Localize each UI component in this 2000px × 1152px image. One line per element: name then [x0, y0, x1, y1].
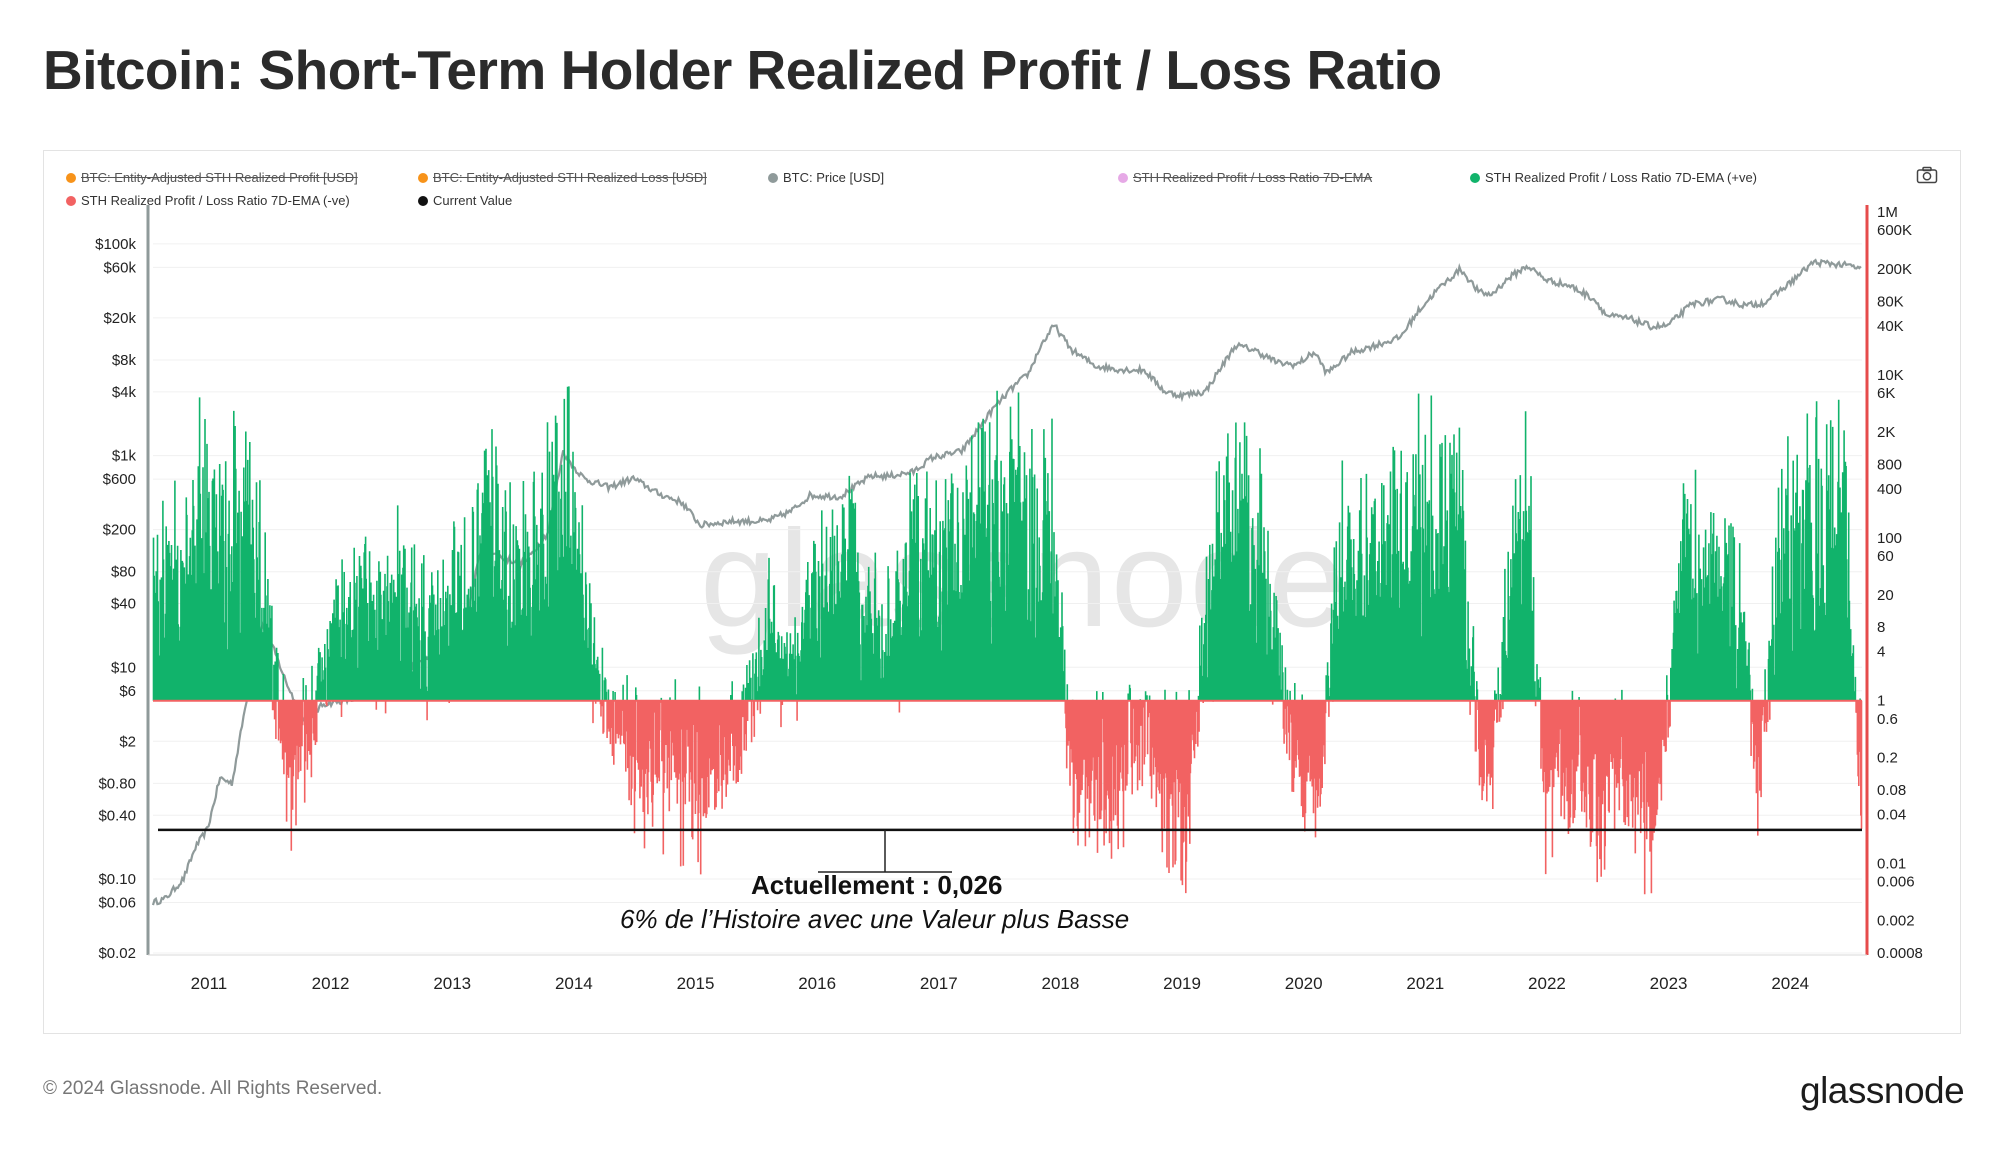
x-tick-label: 2015 [677, 974, 715, 993]
legend-dot-icon [66, 172, 76, 183]
x-tick-label: 2021 [1406, 974, 1444, 993]
left-tick-label: $0.06 [98, 894, 136, 911]
x-tick-label: 2019 [1163, 974, 1201, 993]
legend-label: BTC: Entity-Adjusted STH Realized Loss [… [433, 170, 707, 185]
copyright: © 2024 Glassnode. All Rights Reserved. [43, 1078, 383, 1099]
right-tick-label: 0.01 [1877, 856, 1906, 873]
camera-icon[interactable] [1916, 166, 1938, 189]
page-title: Bitcoin: Short-Term Holder Realized Prof… [43, 39, 1442, 101]
left-tick-label: $600 [103, 471, 136, 488]
x-tick-label: 2016 [798, 974, 836, 993]
right-tick-label: 6K [1877, 385, 1895, 402]
current-value-annotation: Actuellement : 0,026 [751, 870, 1003, 900]
legend-dot-icon [418, 172, 428, 183]
x-tick-label: 2017 [920, 974, 958, 993]
legend-dot-icon [418, 195, 428, 206]
legend-item[interactable]: BTC: Price [USD] [768, 170, 884, 185]
legend-label: Current Value [433, 193, 513, 208]
x-tick-label: 2020 [1285, 974, 1323, 993]
right-tick-label: 200K [1877, 261, 1912, 278]
legend-label: STH Realized Profit / Loss Ratio 7D-EMA [1133, 170, 1373, 185]
legend-label: STH Realized Profit / Loss Ratio 7D-EMA … [81, 193, 350, 208]
legend-dot-icon [768, 172, 778, 183]
x-tick-label: 2012 [312, 974, 350, 993]
legend-dot-icon [66, 195, 76, 206]
left-tick-label: $1k [112, 448, 137, 465]
x-tick-label: 2011 [191, 974, 228, 993]
left-tick-label: $0.02 [98, 945, 136, 962]
glassnode-logo: glassnode [1800, 1070, 1965, 1111]
left-tick-label: $0.80 [98, 775, 136, 792]
left-tick-label: $2 [119, 733, 136, 750]
left-tick-label: $80 [111, 564, 136, 581]
left-tick-label: $6 [119, 683, 136, 700]
ratio-negative-series [271, 700, 1863, 895]
right-tick-label: 80K [1877, 293, 1904, 310]
legend-dot-icon [1118, 172, 1128, 183]
right-tick-label: 60 [1877, 548, 1894, 565]
right-tick-label: 1 [1877, 693, 1885, 710]
right-tick-label: 0.0008 [1877, 945, 1923, 962]
legend-dot-icon [1470, 172, 1480, 183]
left-tick-label: $20k [103, 310, 136, 327]
legend-item[interactable]: STH Realized Profit / Loss Ratio 7D-EMA … [66, 193, 350, 208]
legend-item[interactable]: STH Realized Profit / Loss Ratio 7D-EMA [1118, 170, 1372, 185]
right-tick-label: 0.08 [1877, 782, 1906, 799]
legend-label: BTC: Entity-Adjusted STH Realized Profit… [81, 170, 358, 185]
legend-label: STH Realized Profit / Loss Ratio 7D-EMA … [1485, 170, 1758, 185]
right-tick-label: 1M [1877, 204, 1898, 221]
left-tick-label: $4k [112, 384, 137, 401]
right-tick-label: 100 [1877, 530, 1902, 547]
right-tick-label: 2K [1877, 424, 1895, 441]
right-tick-label: 0.6 [1877, 711, 1898, 728]
left-tick-label: $60k [103, 259, 136, 276]
right-tick-label: 600K [1877, 222, 1912, 239]
left-tick-label: $0.10 [98, 871, 136, 888]
left-tick-label: $10 [111, 659, 136, 676]
right-tick-label: 0.006 [1877, 874, 1915, 891]
right-tick-label: 400 [1877, 481, 1902, 498]
right-tick-label: 40K [1877, 318, 1904, 335]
x-tick-label: 2022 [1528, 974, 1566, 993]
x-tick-label: 2013 [433, 974, 471, 993]
ratio-positive-series [152, 386, 1861, 701]
x-tick-label: 2023 [1650, 974, 1688, 993]
right-tick-label: 10K [1877, 367, 1904, 384]
right-tick-label: 800 [1877, 456, 1902, 473]
right-tick-label: 0.04 [1877, 807, 1906, 824]
right-tick-label: 20 [1877, 587, 1894, 604]
left-tick-label: $8k [112, 352, 137, 369]
left-tick-label: $200 [103, 522, 136, 539]
right-tick-label: 8 [1877, 619, 1885, 636]
x-tick-label: 2018 [1041, 974, 1079, 993]
current-value-note: 6% de l’Histoire avec une Valeur plus Ba… [620, 904, 1130, 934]
legend-item[interactable]: BTC: Entity-Adjusted STH Realized Profit… [66, 170, 358, 185]
chart-frame [43, 150, 1961, 1034]
left-tick-label: $0.40 [98, 807, 136, 824]
x-tick-label: 2024 [1771, 974, 1809, 993]
x-tick-label: 2014 [555, 974, 593, 993]
legend-item[interactable]: BTC: Entity-Adjusted STH Realized Loss [… [418, 170, 707, 185]
right-tick-label: 0.2 [1877, 750, 1898, 767]
left-tick-label: $40 [111, 596, 136, 613]
legend-item[interactable]: STH Realized Profit / Loss Ratio 7D-EMA … [1470, 170, 1757, 185]
right-tick-label: 0.002 [1877, 913, 1915, 930]
right-tick-label: 4 [1877, 644, 1885, 661]
legend-item[interactable]: Current Value [418, 193, 512, 208]
left-tick-label: $100k [95, 236, 136, 253]
legend-label: BTC: Price [USD] [783, 170, 885, 185]
